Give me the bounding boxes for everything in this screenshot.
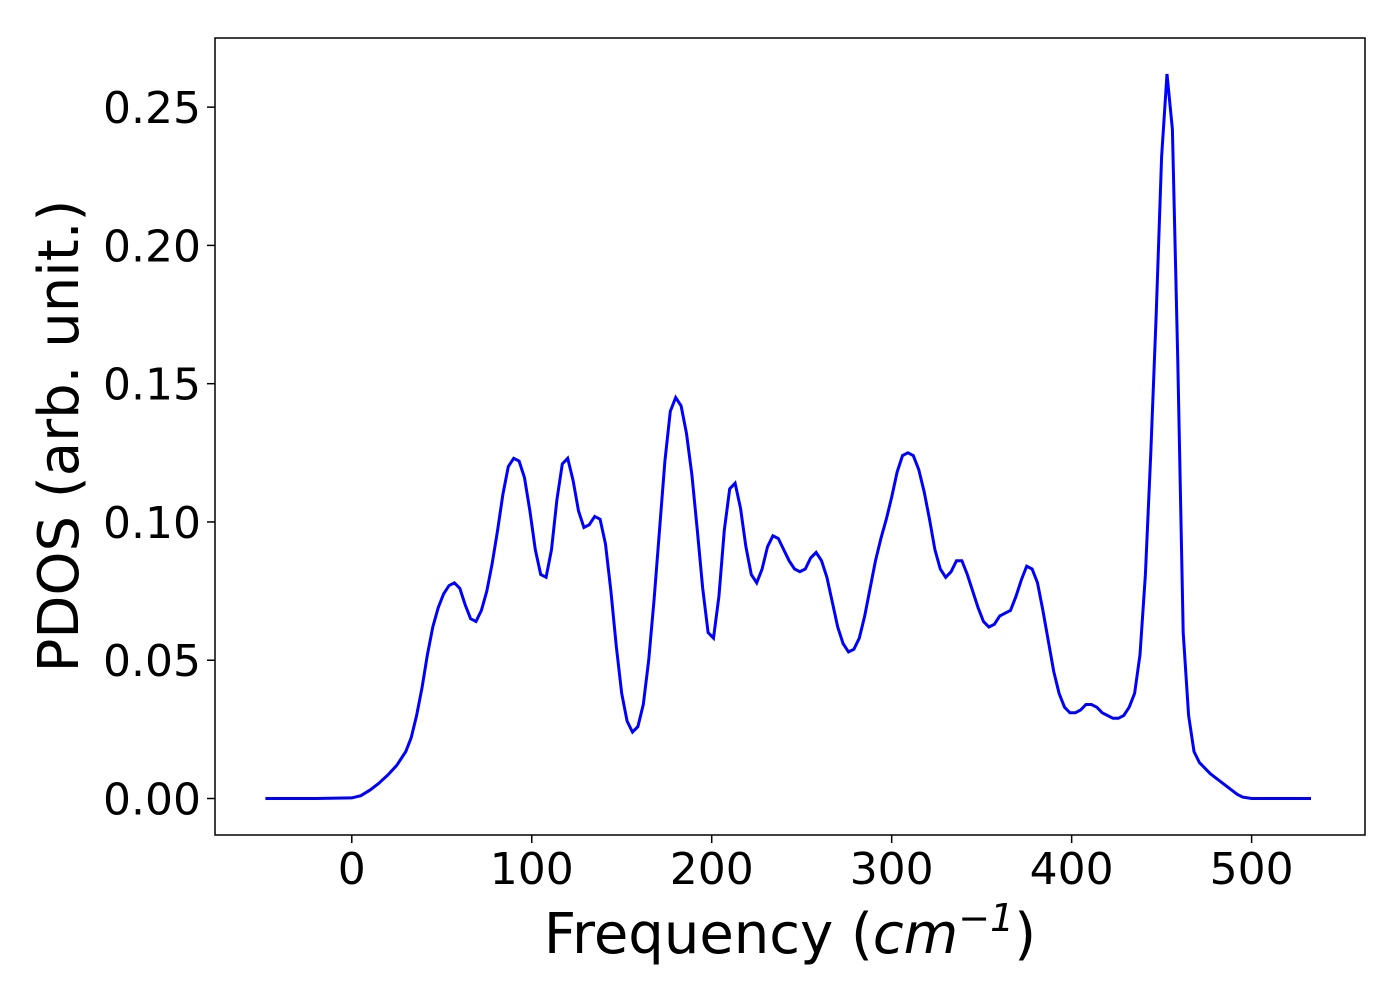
x-tick-label: 200 <box>670 844 754 895</box>
y-tick-label: 0.00 <box>103 774 201 825</box>
x-axis-label-close: ) <box>1014 902 1036 967</box>
y-axis-label: PDOS (arb. unit.) <box>27 200 92 673</box>
x-tick-label: 400 <box>1030 844 1114 895</box>
y-tick-label: 0.10 <box>103 498 201 549</box>
x-tick-label: 300 <box>850 844 934 895</box>
y-tick-label: 0.15 <box>103 360 201 411</box>
y-tick-label: 0.25 <box>103 83 201 134</box>
x-tick-label: 500 <box>1210 844 1294 895</box>
pdos-series-line <box>265 73 1311 800</box>
y-tick-label: 0.20 <box>103 221 201 272</box>
x-axis-label-text: Frequency ( <box>544 902 873 967</box>
plot-area <box>214 37 1366 836</box>
x-axis-label-unit: cm <box>873 902 958 967</box>
y-tick-label: 0.05 <box>103 636 201 687</box>
x-tick-label: 100 <box>490 844 574 895</box>
axis-ticks: 0 100 200 300 400 500 0.00 0.05 0.10 0.15 0.20 0.25 <box>103 83 1294 895</box>
x-axis-label: Frequency (cm−1) <box>544 896 1036 967</box>
x-tick-label: 0 <box>338 844 366 895</box>
x-axis-label-exponent: −1 <box>958 896 1014 940</box>
